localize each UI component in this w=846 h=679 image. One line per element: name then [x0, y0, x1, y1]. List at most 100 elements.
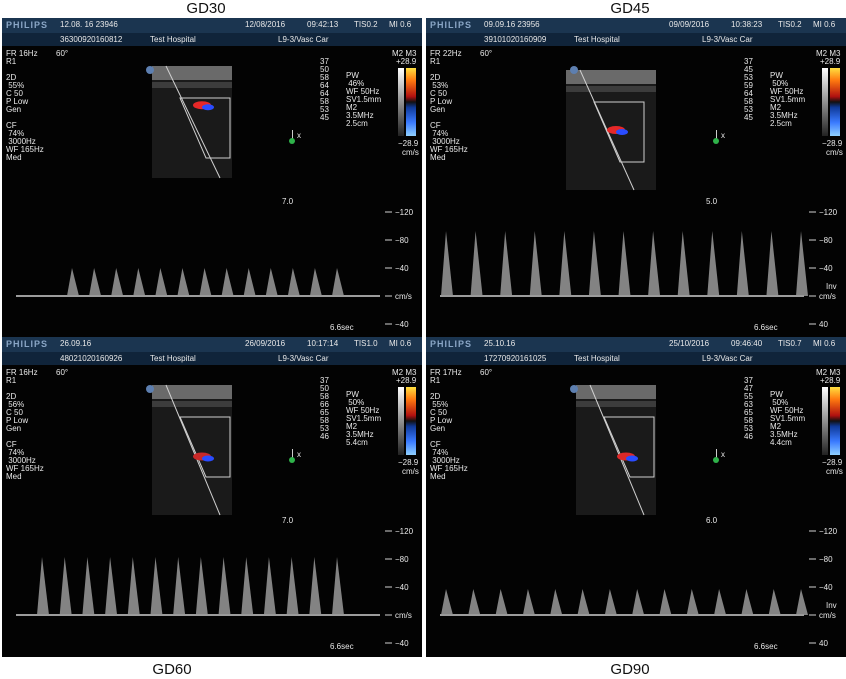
- depth-value: 6.0: [706, 516, 718, 525]
- doppler-tick-label: −80: [819, 555, 833, 564]
- date-code: 25.10.16: [484, 339, 516, 348]
- depth-numbers: 37 47 55 63 65 58 53 46: [744, 377, 753, 441]
- doppler-waveform-peak: [707, 231, 720, 296]
- depth-number: 66: [320, 400, 329, 409]
- exam-date: 09/09/2016: [669, 20, 710, 29]
- exam-date: 12/08/2016: [245, 20, 286, 29]
- param-line: P Low: [6, 416, 29, 425]
- doppler-gate-marker: [716, 130, 727, 142]
- depth-number: 50: [320, 384, 329, 393]
- brand-logo: PHILIPS: [6, 20, 49, 30]
- cursor-line: [165, 65, 221, 179]
- pw-param: PW: [770, 390, 783, 399]
- doppler-tick-label: cm/s: [395, 292, 412, 301]
- doppler-waveform-peak: [177, 268, 190, 296]
- depth-number: 53: [320, 424, 329, 433]
- depth-number: 50: [320, 65, 329, 74]
- doppler-waveform-peak: [173, 557, 186, 615]
- gate-dot: [713, 457, 719, 463]
- sweep-time: 6.6sec: [754, 323, 778, 332]
- doppler-tick-label: −80: [819, 236, 833, 245]
- orientation-icon: [146, 66, 154, 74]
- pw-param: 3.5MHz: [770, 111, 798, 120]
- doppler-waveform-peak: [618, 231, 631, 296]
- tis-value: TIS0.2: [778, 20, 802, 29]
- header-bar: PHILIPS 09.09.16 23956 09/09/2016 10:38:23 T…: [426, 18, 846, 33]
- tis-value: TIS0.2: [354, 20, 378, 29]
- caption-gd60: GD60: [152, 661, 192, 678]
- doppler-waveform-peak: [332, 268, 344, 296]
- param-line: C 50: [430, 89, 447, 98]
- doppler-waveform-peak: [768, 589, 781, 615]
- param-line: R1: [430, 57, 441, 66]
- color-flow-blue: [616, 129, 628, 135]
- param-line: 55%: [430, 400, 449, 409]
- header-bar: PHILIPS 25.10.16 25/10/2016 09:46:40 TIS0.7 M…: [426, 337, 846, 352]
- doppler-waveform-peak: [468, 589, 481, 615]
- tissue-layer: [152, 66, 232, 80]
- pw-params: PW 50% WF 50Hz SV1.5mm M2 3.5MHz 4.4cm: [770, 391, 805, 447]
- param-line: P Low: [430, 416, 453, 425]
- param-line: CF: [6, 121, 17, 130]
- orientation-icon: [570, 385, 578, 393]
- pw-param: 4.4cm: [770, 438, 792, 447]
- depth-number: 46: [320, 432, 329, 441]
- date-code: 12.08. 16 23946: [60, 20, 118, 29]
- invert-label: Inv: [826, 282, 837, 291]
- mi-value: MI 0.6: [813, 339, 836, 348]
- hospital-name: Test Hospital: [574, 354, 620, 363]
- caption-gd30: GD30: [186, 0, 226, 17]
- depth-value: 7.0: [282, 516, 294, 525]
- left-params: R1 2D 55% C 50 P Low Gen CF 74% 3000Hz WF 165H…: [430, 377, 468, 481]
- doppler-waveform-peak: [604, 589, 617, 615]
- mode-labels: M2 M3: [392, 368, 417, 377]
- pw-param: 2.5cm: [770, 119, 792, 128]
- ultrasound-image: [16, 384, 392, 644]
- doppler-tick-label: cm/s: [819, 611, 836, 620]
- doppler-tick-label: −120: [819, 208, 838, 217]
- gate-x-marker: x: [297, 450, 301, 459]
- color-flow-blue: [202, 455, 214, 462]
- param-line: WF 165Hz: [6, 145, 44, 154]
- depth-number: 37: [744, 57, 753, 66]
- doppler-waveform-peak: [82, 557, 95, 615]
- subheader-bar: 17270920161025 Test Hospital L9-3/Vasc Car: [426, 352, 846, 365]
- doppler-tick-label: −120: [395, 527, 414, 536]
- doppler-tick-label: −120: [395, 208, 414, 217]
- left-params: R1 2D 55% C 50 P Low Gen CF 74% 3000Hz WF 165H…: [6, 58, 44, 162]
- depth-number: 53: [744, 105, 753, 114]
- mode-labels: M2 M3: [392, 49, 417, 58]
- pw-param: WF 50Hz: [770, 406, 804, 415]
- depth-number: 53: [744, 73, 753, 82]
- doppler-tick-label: cm/s: [395, 611, 412, 620]
- ultrasound-panel-gd45: PHILIPS 09.09.16 23956 09/09/2016 10:38:23 T…: [426, 18, 846, 338]
- tissue-layer: [152, 385, 232, 399]
- tissue-layer: [576, 385, 656, 399]
- param-line: R1: [430, 376, 441, 385]
- doppler-waveform-peak: [550, 589, 563, 615]
- doppler-waveform-peak: [559, 231, 572, 296]
- subheader-bar: 39101020160909 Test Hospital L9-3/Vasc Car: [426, 33, 846, 46]
- depth-number: 55: [744, 392, 753, 401]
- scale-unit: cm/s: [826, 148, 843, 157]
- param-line: Gen: [430, 424, 446, 433]
- gate-dot: [289, 138, 295, 144]
- patient-id: 17270920161025: [484, 354, 547, 363]
- scale-bottom: −28.9: [398, 458, 419, 467]
- doppler-waveform-peak: [529, 231, 542, 296]
- param-line: 56%: [6, 400, 25, 409]
- doppler-tick-label: cm/s: [819, 292, 836, 301]
- depth-number: 45: [744, 65, 753, 74]
- hospital-name: Test Hospital: [150, 354, 196, 363]
- date-code: 26.09.16: [60, 339, 92, 348]
- doppler-gate-marker: [716, 449, 727, 461]
- doppler-waveform-peak: [127, 557, 140, 615]
- param-line: WF 165Hz: [430, 464, 468, 473]
- cursor-line: [589, 384, 645, 516]
- pw-param: 5.4cm: [346, 438, 368, 447]
- doppler-waveform-peak: [37, 557, 49, 615]
- depth-numbers: 37 45 53 59 64 58 53 45: [744, 58, 753, 122]
- doppler-tick-label: −40: [819, 583, 833, 592]
- color-scale-bar: [830, 68, 840, 136]
- doppler-tick-label: 40: [819, 639, 828, 648]
